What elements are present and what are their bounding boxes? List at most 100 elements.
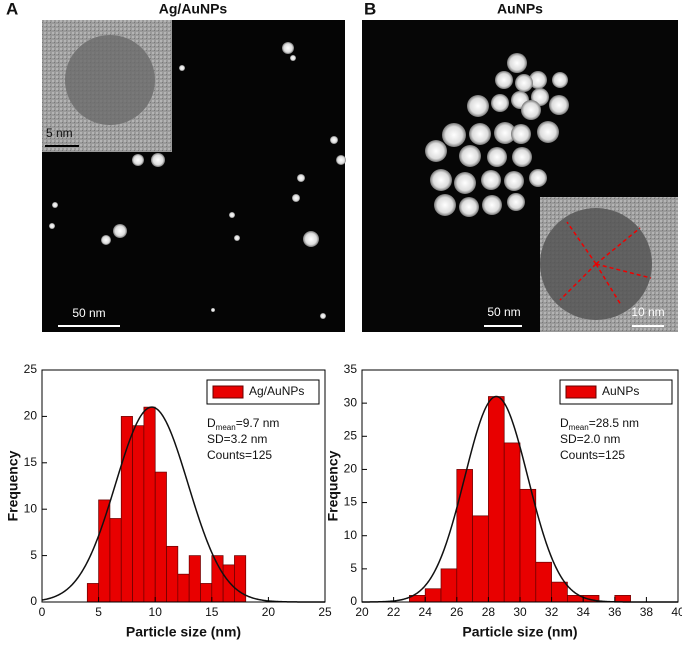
x-tick-label: 32	[545, 605, 559, 619]
particle	[537, 121, 559, 143]
stats-sd: SD=3.2 nm	[207, 432, 267, 446]
bar	[177, 573, 190, 603]
bar	[120, 416, 133, 603]
bar	[211, 555, 224, 603]
bar	[614, 595, 631, 603]
panel-title: AuNPs	[497, 1, 543, 17]
x-tick-label: 20	[355, 605, 369, 619]
particle	[179, 65, 185, 71]
nanoparticles	[49, 42, 346, 319]
particle	[529, 71, 547, 89]
y-tick-label: 35	[344, 362, 358, 376]
y-axis-title: Frequency	[325, 450, 341, 521]
scale-label: 50 nm	[72, 306, 105, 320]
particle	[481, 170, 501, 190]
bar	[456, 469, 473, 603]
particle	[469, 123, 491, 145]
bar	[166, 545, 179, 603]
particle	[507, 53, 527, 73]
stats-mean: Dmean=9.7 nm	[207, 416, 279, 432]
particle	[52, 202, 58, 208]
particle	[487, 147, 507, 167]
inset-particle	[65, 35, 155, 125]
y-tick-label: 30	[344, 395, 358, 409]
x-axis-title: Particle size (nm)	[126, 624, 241, 640]
y-tick-label: 10	[344, 528, 358, 542]
panel-label: A	[6, 0, 18, 18]
y-tick-label: 20	[24, 409, 38, 423]
stats-mean-text: =28.5 nm	[589, 416, 639, 430]
particle	[507, 193, 525, 211]
particle	[521, 100, 541, 120]
particle	[529, 169, 547, 187]
y-tick-label: 15	[24, 455, 38, 469]
stats-symbol: D	[560, 416, 569, 430]
stats-sd: SD=2.0 nm	[560, 432, 620, 446]
particle	[459, 197, 479, 217]
bar	[143, 406, 156, 603]
bar	[519, 488, 537, 603]
x-tick-label: 36	[608, 605, 622, 619]
bar	[424, 588, 442, 603]
particle	[113, 224, 127, 238]
nanoparticles	[425, 53, 569, 217]
x-tick-label: 20	[262, 605, 276, 619]
stats-subscript: mean	[216, 423, 236, 432]
x-tick-label: 28	[482, 605, 496, 619]
bar	[551, 581, 568, 603]
particle	[320, 313, 326, 319]
bar	[86, 583, 99, 603]
particle	[336, 155, 346, 165]
particle	[49, 223, 55, 229]
bar	[98, 499, 111, 603]
x-tick-label: 34	[577, 605, 591, 619]
y-axis-title: Frequency	[5, 450, 21, 521]
particle	[549, 95, 569, 115]
stats-counts: Counts=125	[560, 448, 625, 462]
stats-subscript: mean	[569, 423, 589, 432]
x-tick-label: 5	[95, 605, 102, 619]
particle	[511, 124, 531, 144]
particle	[552, 72, 568, 88]
particle	[151, 153, 165, 167]
particle	[211, 308, 215, 312]
x-tick-label: 38	[640, 605, 654, 619]
stats-counts: Counts=125	[207, 448, 272, 462]
y-tick-label: 10	[24, 501, 38, 515]
y-tick-label: 0	[350, 594, 357, 608]
particle	[459, 145, 481, 167]
plot-frame	[41, 369, 326, 603]
stats-symbol: D	[207, 416, 216, 430]
particle	[467, 95, 489, 117]
particle	[430, 169, 452, 191]
y-tick-label: 25	[344, 428, 358, 442]
panel-title: Ag/AuNPs	[159, 1, 228, 17]
bar	[109, 518, 122, 603]
particle	[512, 147, 532, 167]
inset-lines	[559, 221, 652, 306]
particle	[504, 171, 524, 191]
x-tick-label: 10	[149, 605, 163, 619]
scale-label: 50 nm	[487, 305, 520, 319]
legend-swatch	[565, 385, 597, 399]
scale-label: 10 nm	[631, 305, 664, 319]
particle	[132, 154, 144, 166]
particle	[482, 195, 502, 215]
stats-mean: Dmean=28.5 nm	[560, 416, 639, 432]
scale-label: 5 nm	[46, 126, 73, 140]
fit-curve	[41, 406, 325, 603]
legend-swatch	[212, 385, 244, 399]
x-tick-label: 26	[450, 605, 464, 619]
particle	[515, 74, 533, 92]
particle	[101, 235, 111, 245]
bar	[503, 442, 521, 603]
bar	[200, 583, 213, 603]
bar	[132, 425, 145, 603]
y-tick-label: 25	[24, 362, 38, 376]
particle	[425, 140, 447, 162]
bar	[535, 561, 552, 603]
y-tick-label: 5	[30, 548, 37, 562]
x-tick-label: 40	[671, 605, 682, 619]
particle	[434, 194, 456, 216]
